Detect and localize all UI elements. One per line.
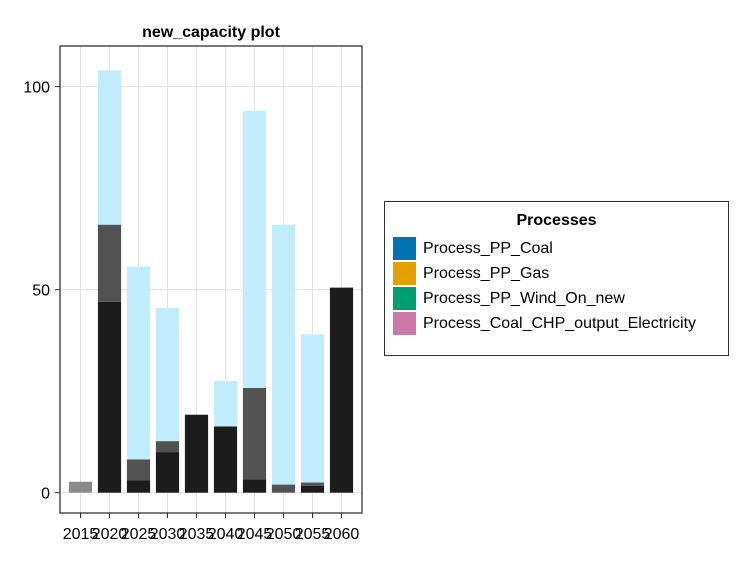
bar-Process_PP_Gas-2045 (242, 387, 267, 480)
x-tick-label: 2040 (208, 526, 244, 543)
legend-item: Process_PP_Gas (393, 261, 728, 286)
x-tick-label: 2060 (324, 526, 360, 543)
bar-Process_PP_Coal-2030 (155, 452, 180, 493)
bar-Process_PP_Coal-2040 (213, 426, 238, 493)
bar-Process_PP_Coal-2045 (242, 479, 267, 493)
bar-Process_PP_Gas-2050 (271, 484, 296, 493)
bar-Process_PP_Gas-2020 (97, 224, 122, 302)
y-tick-label: 50 (32, 283, 50, 300)
bar-Process_PP_Wind_On_new-2045 (242, 110, 267, 388)
x-tick-label: 2020 (92, 526, 128, 543)
bar-Process_PP_Gas-2055 (300, 482, 325, 486)
legend-label: Process_Coal_CHP_output_Electricity (423, 314, 697, 332)
legend-label: Process_PP_Gas (423, 264, 550, 282)
bar-Process_PP_Wind_On_new-2050 (271, 224, 296, 485)
bar-Process_PP_Wind_On_new-2055 (300, 334, 325, 483)
x-tick-label: 2015 (63, 526, 99, 543)
legend-item: Process_PP_Wind_On_new (393, 286, 728, 311)
legend-item: Process_Coal_CHP_output_Electricity (393, 311, 728, 336)
legend: Processes Process_PP_Coal Process_PP_Gas P… (384, 201, 729, 356)
bar-Process_PP_Gas-2025 (126, 459, 151, 481)
bar-Process_Coal_CHP_output_Electricity-2015 (68, 481, 93, 493)
ticks: 0501002015202020252030203520402045205020… (23, 80, 359, 543)
x-tick-label: 2055 (295, 526, 331, 543)
x-tick-label: 2035 (179, 526, 215, 543)
x-tick-label: 2025 (121, 526, 157, 543)
bar-Process_PP_Coal-2020 (97, 301, 122, 493)
legend-swatch (393, 287, 416, 310)
bars (68, 70, 354, 493)
x-tick-label: 2045 (237, 526, 273, 543)
legend-swatch (393, 237, 416, 260)
bar-Process_PP_Coal-2025 (126, 480, 151, 493)
bar-Process_PP_Gas-2030 (155, 441, 180, 453)
legend-items: Process_PP_Coal Process_PP_Gas Process_PP_… (385, 236, 728, 336)
bar-Process_PP_Coal-2060 (329, 287, 354, 493)
legend-label: Process_PP_Coal (423, 239, 553, 257)
bar-Process_PP_Coal-2035 (184, 414, 209, 493)
chart-title: new_capacity plot (142, 24, 280, 41)
legend-swatch (393, 262, 416, 285)
y-tick-label: 0 (41, 486, 50, 503)
bar-Process_PP_Wind_On_new-2025 (126, 266, 151, 460)
x-tick-label: 2050 (266, 526, 302, 543)
bar-Process_PP_Wind_On_new-2030 (155, 307, 180, 442)
bar-Process_PP_Coal-2055 (300, 485, 325, 493)
bar-Process_PP_Wind_On_new-2020 (97, 70, 122, 225)
y-tick-label: 100 (23, 80, 50, 97)
plot-frame (59, 45, 363, 514)
legend-item: Process_PP_Coal (393, 236, 728, 261)
legend-label: Process_PP_Wind_On_new (423, 289, 625, 307)
legend-title: Processes (516, 212, 597, 229)
bar-Process_PP_Wind_On_new-2040 (213, 381, 238, 427)
x-tick-label: 2030 (150, 526, 186, 543)
legend-swatch (393, 312, 416, 335)
